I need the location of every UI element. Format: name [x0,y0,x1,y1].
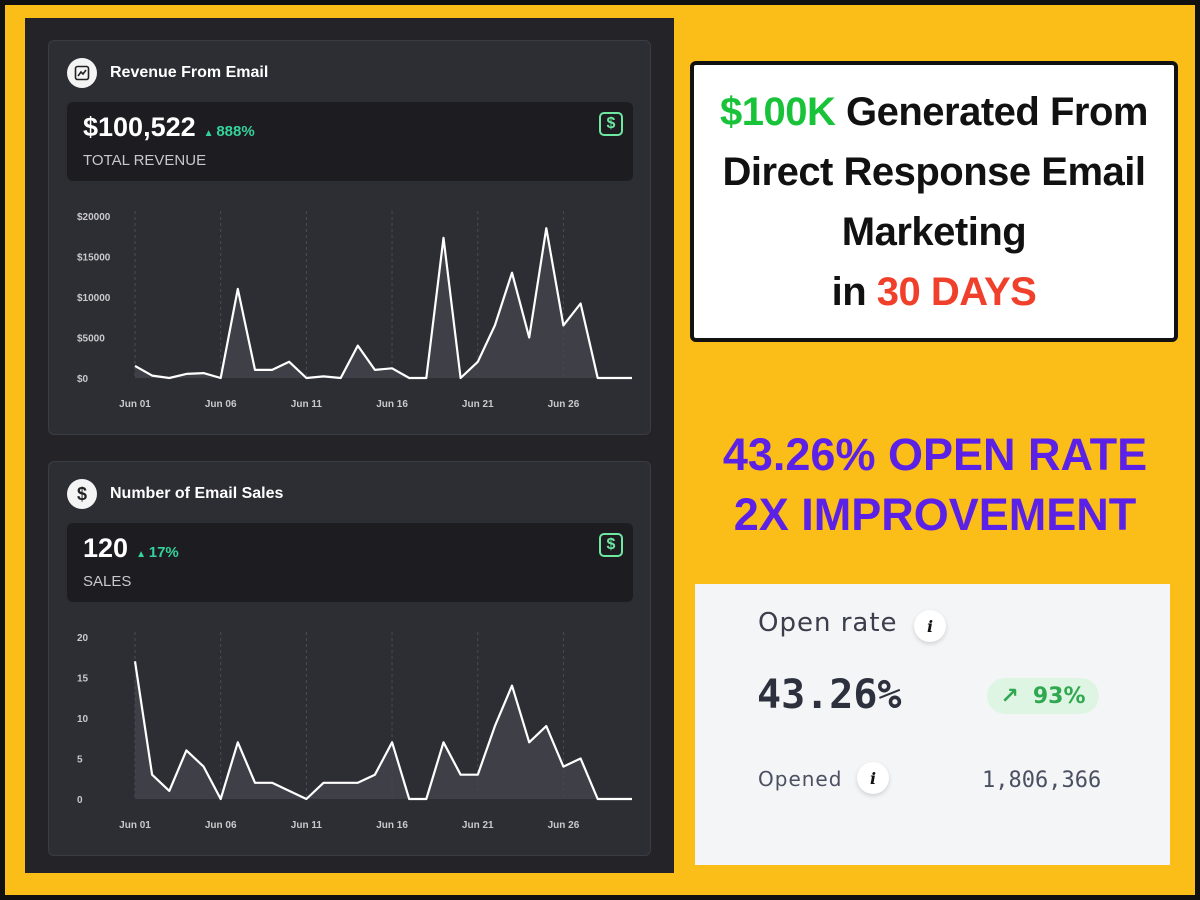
open-rate-change-text: 93% [1032,683,1086,709]
info-icon[interactable]: i [914,610,946,642]
revenue-chart-area [135,228,632,378]
sales-chart-x-tick: Jun 01 [119,820,151,831]
sales-stat-label: SALES [83,573,132,590]
dollar-circle-icon: $ [67,479,97,509]
opened-value: 1,806,366 [982,768,1102,793]
revenue-stat-label: TOTAL REVENUE [83,152,207,169]
revenue-chart-y-tick: $10000 [77,293,111,304]
sales-chart-x-tick: Jun 16 [376,820,408,831]
headline-line-4-prefix: in [831,269,877,314]
headline-line-1-rest: Generated From [835,89,1148,134]
headline-days: 30 DAYS [876,269,1037,314]
headline-amount: $100K [720,89,836,134]
sales-change: ▲ 17% [136,544,179,561]
sales-card-header: $ Number of Email Sales [67,479,283,509]
open-rate-change-badge: ↗ 93% [987,678,1099,714]
sales-card-title: Number of Email Sales [110,485,284,502]
headline-line-2: Direct Response Email [722,149,1147,194]
revenue-value-text: $100,522 [83,112,196,142]
open-rate-value: 43.26% [757,672,902,718]
revenue-chart-x-tick: Jun 06 [205,399,237,410]
revenue-stat-box: $100,522 ▲ 888% TOTAL REVENUE $ [67,102,633,181]
headline-box: $100K Generated From Direct Response Ema… [690,61,1178,342]
revenue-card: Revenue From Email $100,522 ▲ 888% TOTAL… [48,40,651,435]
dollar-badge-icon: $ [599,112,623,136]
sales-change-text: 17% [148,544,179,561]
sales-total-value: 120 ▲ 17% [83,533,179,564]
sales-card: $ Number of Email Sales 120 ▲ 17% SALES … [48,461,651,856]
sales-stat-box: 120 ▲ 17% SALES $ [67,523,633,602]
headline-line-4: in 30 DAYS [832,262,1037,322]
sales-chart-y-tick: 5 [77,755,83,766]
sales-chart-x-tick: Jun 26 [548,820,580,831]
up-triangle-icon: ▲ [136,549,149,560]
revenue-total-value: $100,522 ▲ 888% [83,112,255,143]
sales-value-text: 120 [83,533,129,563]
revenue-change-text: 888% [216,123,255,140]
arrow-up-right-icon: ↗ [1000,683,1019,709]
sales-chart-line [133,661,632,801]
sales-chart-x-tick: Jun 21 [462,820,494,831]
revenue-chart-x-tick: Jun 11 [291,399,323,410]
open-rate-metric-card: Open rate i 43.26% ↗ 93% Opened i 1,806,… [695,584,1170,865]
revenue-chart-x-tick: Jun 26 [548,399,580,410]
sales-chart-y-tick: 0 [77,795,83,806]
revenue-chart-y-tick: $5000 [77,334,105,345]
revenue-change: ▲ 888% [204,123,255,140]
sales-chart: 0 5 10 15 20 Jun 01 Jun 06 Jun 11 Jun 16 Jun 21 Ju… [77,632,633,831]
revenue-chart-y-tick: $20000 [77,212,111,223]
open-rate-banner: 43.26% OPEN RATE 2X IMPROVEMENT [680,425,1190,545]
revenue-card-header: Revenue From Email [67,58,268,88]
revenue-chart-x-tick: Jun 21 [462,399,494,410]
info-icon[interactable]: i [857,762,889,794]
chart-line-icon [67,58,97,88]
revenue-chart-line [134,227,632,380]
up-triangle-icon: ▲ [203,128,217,139]
sales-chart-x-tick: Jun 06 [205,820,237,831]
revenue-chart: $0 $5000 $10000 $15000 $20000 Jun 01 Jun 06 Jun… [77,211,633,410]
open-rate-title: Open rate [758,608,898,638]
revenue-chart-y-tick: $0 [77,374,89,385]
sales-chart-y-tick: 10 [77,714,89,725]
revenue-chart-x-tick: Jun 01 [119,399,151,410]
headline-line-3: Marketing [841,209,1027,254]
open-rate-banner-line-1: 43.26% OPEN RATE [722,429,1148,480]
dollar-badge-icon: $ [599,533,623,557]
sales-chart-y-tick: 20 [77,633,89,644]
open-rate-banner-line-2: 2X IMPROVEMENT [733,489,1137,540]
revenue-card-title: Revenue From Email [110,64,269,81]
sales-chart-y-tick: 15 [77,674,89,685]
revenue-chart-y-tick: $15000 [77,253,111,264]
headline-line-1: $100K Generated From [720,82,1148,142]
revenue-chart-x-tick: Jun 16 [376,399,408,410]
opened-label: Opened [758,767,843,791]
sales-chart-x-tick: Jun 11 [291,820,323,831]
